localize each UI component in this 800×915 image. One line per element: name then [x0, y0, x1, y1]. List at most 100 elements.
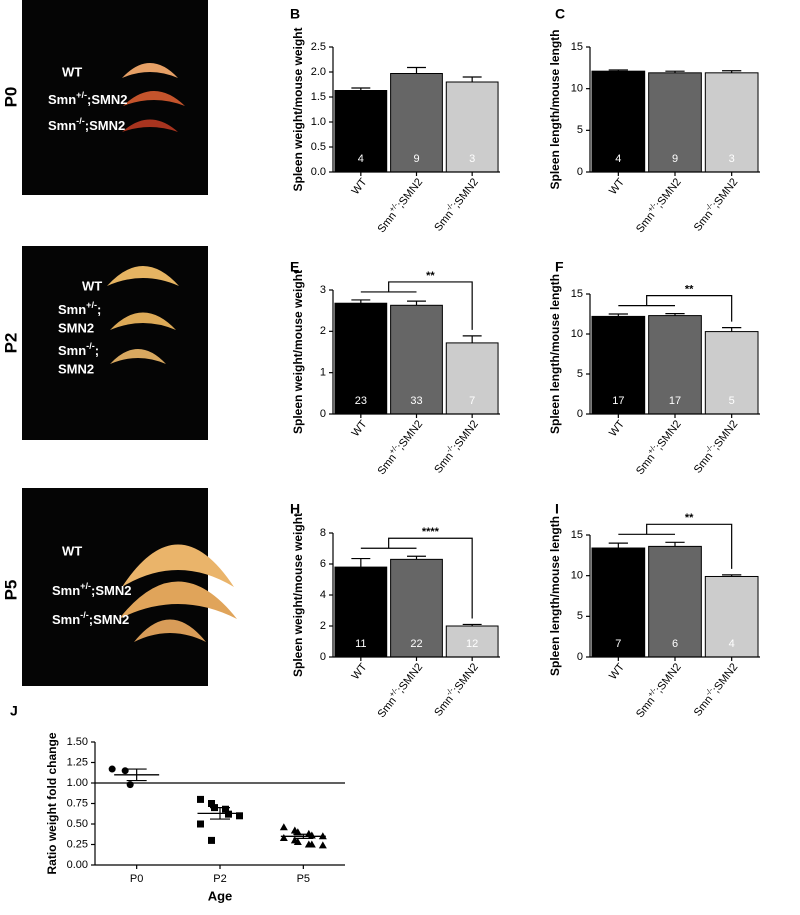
y-tick-label: 1.25 [67, 756, 88, 768]
bar [390, 304, 443, 415]
y-tick-label: 0.50 [67, 818, 88, 830]
photo-label: Smn-/-;SMN2 [52, 610, 129, 627]
y-tick-label: 1.50 [67, 736, 88, 748]
photo-label: WT [62, 543, 82, 558]
y-tick-label: 1.00 [67, 777, 88, 789]
n-label: 4 [358, 153, 364, 165]
y-tick-label: 10 [571, 83, 583, 95]
n-label: 6 [672, 638, 678, 650]
panel-label: B [290, 6, 300, 22]
x-tick-label: WT [349, 418, 369, 439]
spleen [110, 349, 166, 364]
x-tick-label: Smn-/-;SMN2 [689, 659, 740, 719]
n-label: 12 [466, 638, 478, 650]
photo-label: WT [82, 278, 102, 293]
n-label: 9 [413, 153, 419, 165]
spleen [123, 91, 185, 106]
x-tick-label: Smn+/-;SMN2 [373, 416, 425, 477]
spleen [107, 266, 179, 286]
point [293, 838, 302, 846]
significance-label: ** [685, 284, 694, 296]
y-tick-label: 8 [320, 527, 326, 539]
significance-bracket [360, 281, 473, 330]
y-tick-label: 3 [320, 284, 326, 296]
y-tick-label: 4 [320, 589, 326, 601]
significance-bracket [618, 295, 733, 322]
photo-label: Smn-/-;SMN2 [48, 116, 125, 133]
x-tick-label: Smn+/-;SMN2 [373, 174, 425, 235]
y-tick-label: 6 [320, 558, 326, 570]
point [121, 767, 129, 775]
point [108, 765, 116, 773]
n-label: 33 [410, 395, 422, 407]
significance-label: ** [426, 270, 435, 282]
x-tick-label: Smn-/-;SMN2 [430, 416, 481, 476]
photo-label: SMN2 [58, 320, 94, 335]
n-label: 17 [669, 395, 681, 407]
spleen [122, 544, 234, 587]
photo-label: WT [62, 64, 82, 79]
y-tick-label: 5 [577, 610, 583, 622]
photo [22, 246, 208, 440]
row-label: P0 [1, 87, 20, 108]
y-tick-label: 0 [320, 408, 326, 420]
bar [390, 558, 443, 658]
x-tick-label: WT [607, 418, 627, 439]
spleen [122, 119, 178, 132]
significance-bracket [360, 537, 473, 619]
y-tick-label: 10 [571, 570, 583, 582]
point [197, 795, 204, 803]
point [318, 841, 327, 849]
y-tick-label: 2 [320, 620, 326, 632]
spleen [110, 312, 176, 330]
significance-bracket [618, 523, 733, 569]
significance-label: **** [422, 526, 440, 538]
bar [334, 302, 388, 415]
y-tick-label: 2.0 [311, 66, 326, 78]
y-tick-label: 2 [320, 325, 326, 337]
y-tick-label: 5 [577, 124, 583, 136]
panel-label: G [8, 493, 19, 509]
x-tick-label: Smn+/-;SMN2 [631, 659, 683, 720]
x-tick-label: Smn+/-;SMN2 [631, 416, 683, 477]
y-axis-label: Spleen weight/mouse weight [291, 27, 305, 191]
point [279, 833, 288, 841]
x-tick-label: P2 [213, 873, 226, 885]
y-axis-label: Spleen weight/mouse weight [291, 270, 305, 434]
row-label: P5 [1, 580, 20, 601]
y-tick-label: 0.75 [67, 797, 88, 809]
point [279, 823, 288, 831]
panel-label: A [8, 5, 18, 21]
y-axis-label: Spleen length/mouse length [548, 516, 562, 676]
panel-label: D [8, 251, 18, 267]
n-label: 3 [729, 153, 735, 165]
photo [22, 0, 208, 195]
y-tick-label: 0 [320, 651, 326, 663]
point [197, 820, 204, 828]
x-tick-label: Smn-/-;SMN2 [430, 659, 481, 719]
x-tick-label: P0 [130, 873, 143, 885]
point [208, 836, 215, 844]
bar [648, 545, 702, 658]
y-tick-label: 0 [577, 651, 583, 663]
y-tick-label: 10 [571, 328, 583, 340]
n-label: 22 [410, 638, 422, 650]
x-tick-label: WT [607, 661, 627, 682]
y-tick-label: 1.5 [311, 91, 326, 103]
x-tick-label: Smn-/-;SMN2 [689, 174, 740, 234]
panel-label: I [555, 501, 559, 517]
panel-label: C [555, 6, 565, 22]
point [225, 810, 232, 818]
bar [648, 72, 702, 173]
photo-label: Smn-/-; [58, 341, 99, 358]
bar [591, 70, 646, 173]
photo-label: SMN2 [58, 361, 94, 376]
n-label: 5 [729, 395, 735, 407]
x-tick-label: Smn-/-;SMN2 [689, 416, 740, 476]
n-label: 4 [729, 638, 735, 650]
n-label: 4 [615, 153, 621, 165]
spleen [122, 63, 178, 78]
point [126, 781, 134, 789]
y-tick-label: 1.0 [311, 116, 326, 128]
